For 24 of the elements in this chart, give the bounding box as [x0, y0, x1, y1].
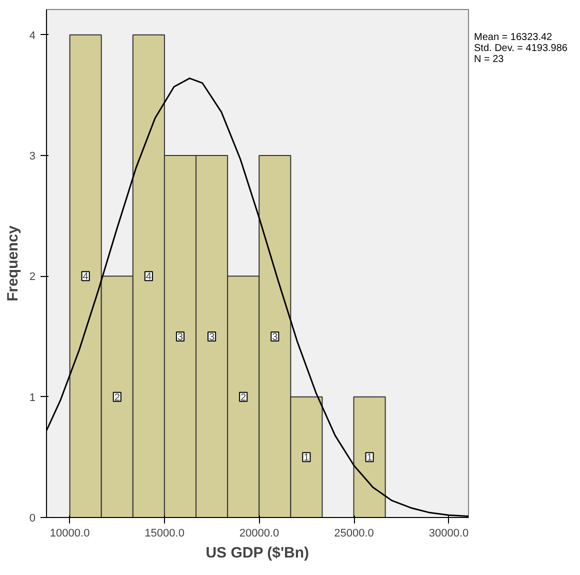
y-tick-label: 3	[29, 150, 36, 163]
x-tick-label: 25000.0	[334, 528, 374, 540]
data-label: 3	[209, 332, 216, 343]
text: Std. Dev. = 4193.986	[474, 43, 568, 54]
text: Mean = 16323.42	[474, 32, 554, 43]
data-label: 4	[146, 272, 152, 283]
data-label: 3	[272, 332, 278, 343]
text: N = 23	[474, 54, 505, 65]
data-label: 2	[240, 392, 247, 404]
data-label: 3	[177, 332, 184, 343]
data-label: 4	[82, 272, 89, 283]
x-tick-label: 30000.0	[428, 528, 469, 540]
data-label: 1	[304, 452, 310, 464]
data-label: 1	[366, 452, 373, 464]
y-tick-label: 1	[29, 392, 36, 404]
y-axis-title: Frequency	[4, 224, 22, 302]
x-tick-label: 20000.0	[239, 528, 280, 540]
y-tick-label: 4	[29, 30, 36, 42]
x-tick-label: 10000.0	[50, 528, 90, 540]
y-tick-label: 0	[29, 512, 36, 524]
y-tick-label: 2	[29, 271, 36, 284]
data-label: 2	[114, 392, 120, 404]
x-tick-label: 15000.0	[144, 528, 184, 540]
x-axis-title: US GDP ($'Bn)	[206, 544, 310, 562]
